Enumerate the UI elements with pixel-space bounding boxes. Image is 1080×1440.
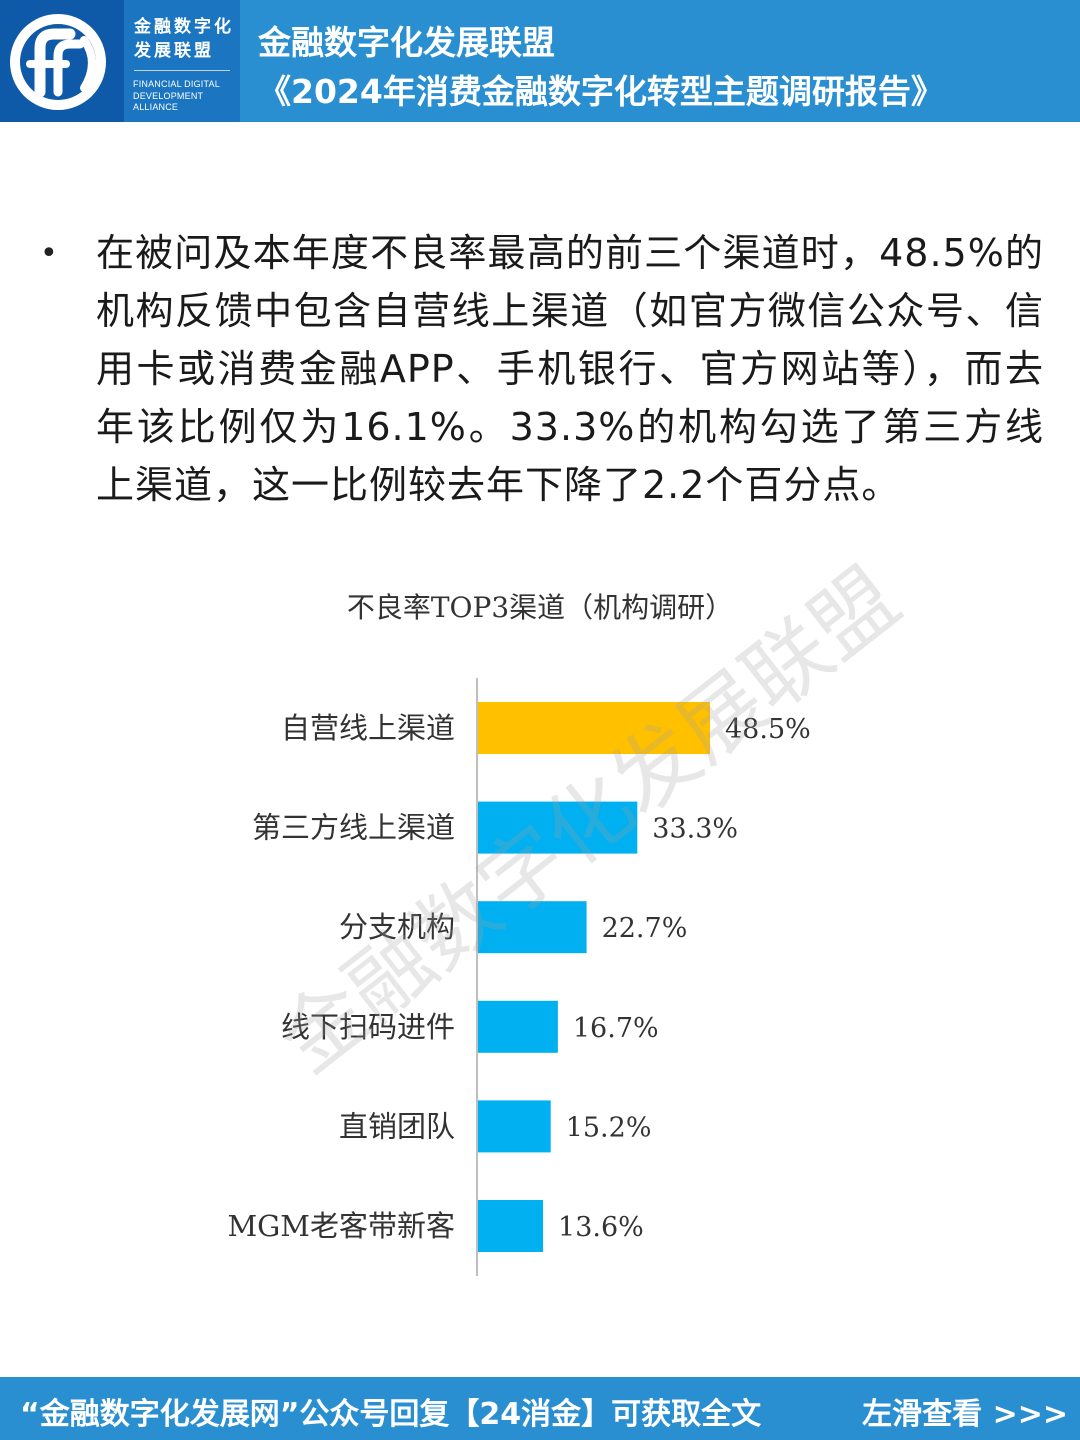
logo-en-line1: FINANCIAL DIGITAL: [133, 79, 220, 89]
category-label: MGM老客带新客: [227, 1209, 455, 1243]
value-label: 33.3%: [652, 814, 738, 845]
logo-text: 金融数字化 发展联盟 FINANCIAL DIGITAL DEVELOPMENT…: [124, 0, 240, 122]
bar-0: [478, 702, 710, 754]
category-label: 自营线上渠道: [281, 711, 455, 745]
header-subtitle: 《2024年消费金融数字化转型主题调研报告》: [258, 72, 944, 111]
logo-divider: [134, 70, 230, 71]
category-label: 线下扫码进件: [281, 1010, 455, 1044]
bar-4: [478, 1100, 551, 1153]
bar-5: [478, 1200, 544, 1252]
category-label: 直销团队: [339, 1109, 455, 1143]
value-label: 15.2%: [566, 1112, 652, 1143]
footer-cta-text: “金融数字化发展网”公众号回复【24消金】可获取全文: [20, 1397, 762, 1432]
logo-cn-line2: 发展联盟: [134, 41, 214, 61]
bullet-icon: •: [40, 236, 58, 271]
bar-2: [478, 901, 587, 954]
chart-title: 不良率TOP3渠道（机构调研）: [346, 591, 734, 624]
value-label: 16.7%: [573, 1013, 659, 1044]
header-bar: 金融数字化 发展联盟 FINANCIAL DIGITAL DEVELOPMENT…: [0, 0, 1080, 122]
logo-cn-line1: 金融数字化: [134, 17, 234, 37]
bar-chart: 自营线上渠道 48.5% 第三方线上渠道 33.3% 分支机构 22.7% 线下扫码进件 16…: [227, 678, 811, 1276]
summary-paragraph: 在被问及本年度不良率最高的前三个渠道时，48.5%的机构反馈中包含自营线上渠道（…: [96, 231, 1044, 507]
bar-1: [478, 801, 638, 854]
fdf-logo-icon: [10, 14, 106, 110]
footer-bar: “金融数字化发展网”公众号回复【24消金】可获取全文 左滑查看 >>>: [0, 1377, 1080, 1440]
logo: [0, 0, 124, 122]
bar-3: [478, 1000, 558, 1053]
category-label: 第三方线上渠道: [252, 811, 455, 845]
value-label: 13.6%: [558, 1212, 644, 1243]
category-label: 分支机构: [339, 910, 455, 944]
logo-en-line2: DEVELOPMENT ALLIANCE: [133, 91, 204, 112]
value-label: 48.5%: [725, 714, 811, 745]
header-title: 金融数字化发展联盟: [258, 23, 555, 62]
swipe-hint[interactable]: 左滑查看 >>>: [862, 1397, 1068, 1432]
value-label: 22.7%: [602, 913, 688, 944]
